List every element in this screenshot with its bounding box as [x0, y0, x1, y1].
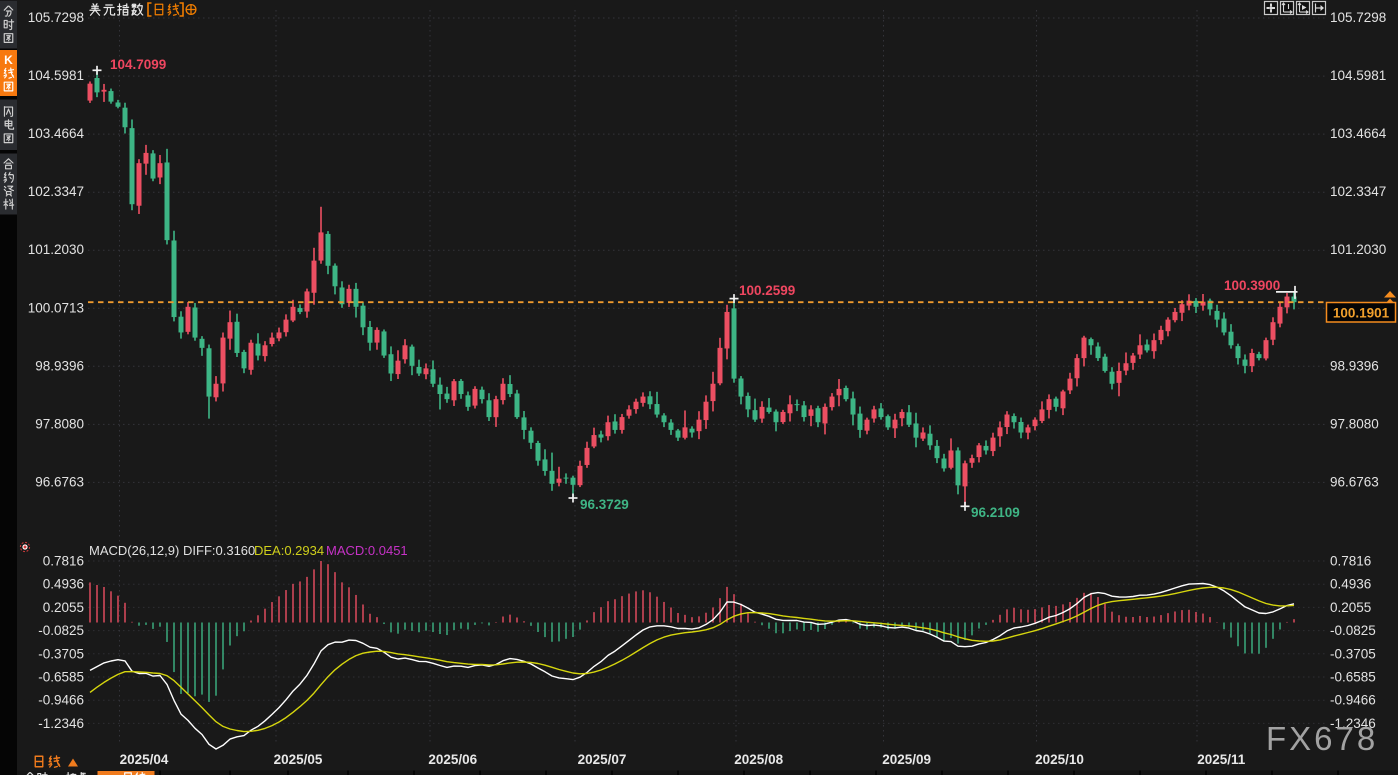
svg-text:DIFF:0.3160: DIFF:0.3160	[183, 543, 255, 558]
svg-text:-1.2346: -1.2346	[38, 716, 84, 731]
svg-text:96.6763: 96.6763	[35, 474, 84, 489]
svg-text:0.2055: 0.2055	[43, 600, 84, 615]
svg-text:101.2030: 101.2030	[1330, 242, 1386, 257]
svg-text:103.4664: 103.4664	[1330, 126, 1387, 141]
svg-text:96.6763: 96.6763	[1330, 474, 1379, 489]
svg-text:100.1901: 100.1901	[1333, 306, 1390, 321]
svg-text:96.2109: 96.2109	[971, 505, 1020, 520]
svg-text:98.9396: 98.9396	[35, 358, 84, 373]
svg-text:105.7298: 105.7298	[28, 10, 84, 25]
svg-text:103.4664: 103.4664	[28, 126, 85, 141]
svg-text:2025/08: 2025/08	[734, 752, 783, 767]
svg-text:-0.3705: -0.3705	[1330, 646, 1376, 661]
svg-text:104.7099: 104.7099	[110, 57, 166, 72]
svg-text:97.8080: 97.8080	[35, 416, 84, 431]
svg-text:104.5981: 104.5981	[28, 68, 84, 83]
svg-text:-0.9466: -0.9466	[38, 693, 84, 708]
svg-text:100.3900: 100.3900	[1224, 278, 1280, 293]
svg-text:105.7298: 105.7298	[1330, 10, 1386, 25]
svg-text:2025/11: 2025/11	[1197, 752, 1246, 767]
svg-text:98.9396: 98.9396	[1330, 358, 1379, 373]
svg-text:101.2030: 101.2030	[28, 242, 84, 257]
svg-text:MACD(26,12,9): MACD(26,12,9)	[89, 543, 179, 558]
svg-text:102.3347: 102.3347	[28, 184, 84, 199]
svg-text:-0.9466: -0.9466	[1330, 693, 1376, 708]
svg-text:97.8080: 97.8080	[1330, 416, 1379, 431]
svg-text:-0.6585: -0.6585	[38, 670, 84, 685]
svg-text:102.3347: 102.3347	[1330, 184, 1386, 199]
svg-text:100.2599: 100.2599	[739, 283, 795, 298]
svg-text:96.3729: 96.3729	[580, 497, 629, 512]
svg-text:2025/05: 2025/05	[274, 752, 323, 767]
svg-text:FX678: FX678	[1266, 720, 1378, 757]
svg-text:0.7816: 0.7816	[1330, 554, 1371, 569]
svg-text:-1.2346: -1.2346	[1330, 716, 1376, 731]
svg-text:0.7816: 0.7816	[43, 554, 84, 569]
svg-text:0.4936: 0.4936	[1330, 577, 1371, 592]
svg-text:-0.0825: -0.0825	[1330, 623, 1376, 638]
svg-text:-0.3705: -0.3705	[38, 646, 84, 661]
svg-text:100.0713: 100.0713	[28, 300, 84, 315]
svg-text:-0.0825: -0.0825	[38, 623, 84, 638]
svg-text:MACD:0.0451: MACD:0.0451	[326, 543, 408, 558]
svg-text:2025/09: 2025/09	[882, 752, 931, 767]
svg-text:2025/04: 2025/04	[120, 752, 169, 767]
svg-text:2025/07: 2025/07	[578, 752, 627, 767]
svg-text:2025/10: 2025/10	[1035, 752, 1084, 767]
svg-text:0.2055: 0.2055	[1330, 600, 1371, 615]
svg-text:DEA:0.2934: DEA:0.2934	[254, 543, 324, 558]
svg-text:-0.6585: -0.6585	[1330, 670, 1376, 685]
svg-text:2025/06: 2025/06	[428, 752, 477, 767]
svg-text:104.5981: 104.5981	[1330, 68, 1386, 83]
svg-text:K: K	[4, 53, 13, 67]
svg-text:0.4936: 0.4936	[43, 577, 84, 592]
